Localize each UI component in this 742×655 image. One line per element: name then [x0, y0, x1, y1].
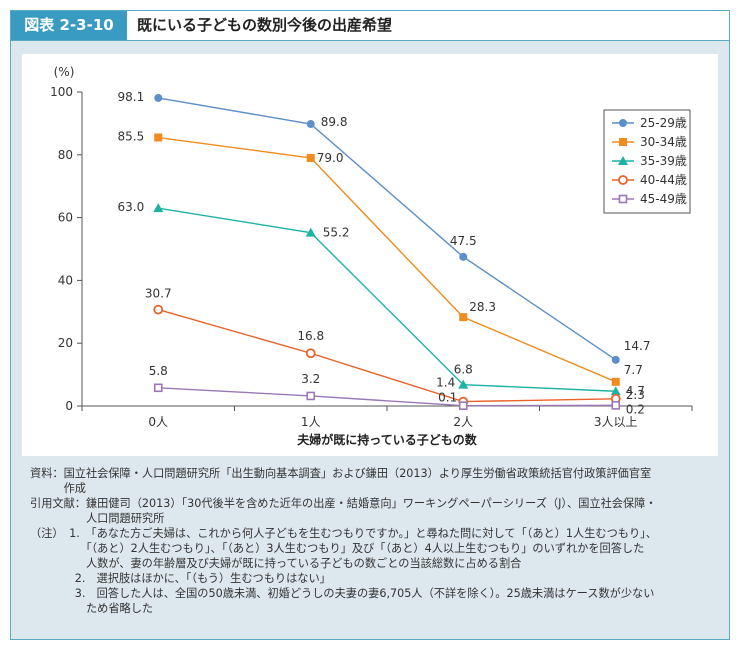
- data-label: 0.1: [438, 391, 457, 405]
- data-label: 16.8: [297, 329, 324, 343]
- data-label: 7.7: [624, 363, 643, 377]
- legend-label: 45-49歳: [640, 192, 687, 206]
- note-line: 人数が、妻の年齢層及び夫婦が既に持っている子どもの数ごとの当該総数に占める割合: [30, 557, 522, 570]
- x-tick-label: 0人: [148, 415, 168, 429]
- data-point: [611, 401, 621, 410]
- data-label: 55.2: [323, 226, 350, 240]
- note-line: ため省略した: [30, 602, 154, 615]
- x-tick-label: 1人: [301, 415, 321, 429]
- data-point: [306, 120, 315, 129]
- data-label: 63.0: [118, 200, 145, 214]
- note-line: 資料：国立社会保障・人口問題研究所「出生動向基本調査」および鎌田（2013）より…: [30, 467, 652, 480]
- figure-title-bar: 図表 2-3-10 既にいる子どもの数別今後の出産希望: [10, 10, 730, 41]
- note-line: 人口問題研究所: [30, 512, 165, 525]
- data-label: 2.3: [626, 388, 645, 402]
- data-label: 47.5: [450, 234, 477, 248]
- y-unit-label: (%): [54, 65, 75, 79]
- data-label: 98.1: [118, 90, 145, 104]
- legend-label: 30-34歳: [640, 135, 687, 149]
- y-tick-label: 60: [58, 211, 73, 225]
- data-point: [306, 391, 316, 401]
- data-label: 1.4: [436, 376, 455, 390]
- series-line: [158, 207, 616, 392]
- data-point: [306, 153, 315, 162]
- data-point: [153, 383, 163, 393]
- data-label: 30.7: [145, 287, 172, 301]
- note-line: 3. 回答した人は、全国の50歳未満、初婚どうしの夫妻の妻6,705人（不詳を除…: [30, 587, 655, 600]
- note-line: 2. 選択肢はほかに、「（もう）生むつもりはない」: [30, 572, 331, 585]
- data-label: 0.2: [626, 402, 645, 416]
- data-point: [154, 93, 163, 102]
- chart-panel: (%) 0 20 40 60 80 100 0人 1人 2人 3人以上夫婦が既に持っている子どもの数…: [22, 54, 718, 456]
- data-label: 6.8: [454, 363, 473, 377]
- data-point: [459, 252, 468, 261]
- note-line: （注） 1. 「あなた方ご夫婦は、これから何人子どもを生むつもりですか。」と尋ね…: [30, 527, 657, 540]
- legend-marker: [619, 119, 627, 127]
- legend-marker: [619, 138, 627, 146]
- legend-label: 25-29歳: [640, 116, 687, 130]
- series-line: [158, 136, 617, 383]
- series-line: [158, 97, 617, 361]
- y-tick-label: 20: [58, 336, 73, 350]
- x-tick-label: 2人: [453, 415, 473, 429]
- data-point: [153, 304, 164, 315]
- note-line: 「（あと）2人生むつもり」、「（あと）3人生むつもり」及び「（あと）4人以上生む…: [30, 542, 645, 555]
- legend-marker: [618, 194, 628, 204]
- data-point: [610, 386, 621, 396]
- data-point: [458, 379, 469, 389]
- figure-label: 図表 2-3-10: [11, 11, 127, 40]
- legend-marker: [618, 156, 628, 165]
- y-tick-label: 40: [58, 273, 73, 287]
- figure-title: 既にいる子どもの数別今後の出産希望: [137, 16, 393, 34]
- data-point: [459, 313, 468, 322]
- data-label: 85.5: [118, 130, 145, 144]
- data-point: [305, 227, 316, 237]
- series-line: [158, 387, 616, 407]
- data-label: 28.3: [469, 300, 496, 314]
- data-point: [611, 377, 620, 386]
- data-point: [153, 203, 164, 213]
- data-label: 5.8: [149, 364, 168, 378]
- legend-marker: [618, 175, 628, 185]
- data-point: [154, 133, 163, 142]
- line-chart: (%) 0 20 40 60 80 100 0人 1人 2人 3人以上夫婦が既に持っている子どもの数…: [50, 65, 693, 447]
- data-label: 3.2: [301, 372, 320, 386]
- notes: 資料：国立社会保障・人口問題研究所「出生動向基本調査」および鎌田（2013）より…: [30, 466, 720, 616]
- data-point: [305, 348, 316, 359]
- note-line: 引用文献：鎌田健司（2013）「30代後半を含めた近年の出産・結婚意向」ワーキン…: [30, 497, 657, 510]
- x-tick-label: 3人以上: [594, 415, 638, 429]
- y-tick-label: 80: [58, 148, 73, 162]
- data-label: 14.7: [624, 339, 651, 353]
- series-line: [158, 308, 616, 403]
- legend-label: 35-39歳: [640, 154, 687, 168]
- data-label: 89.8: [321, 115, 348, 129]
- data-point: [458, 401, 468, 410]
- y-tick-label: 0: [65, 399, 73, 413]
- legend-label: 40-44歳: [640, 173, 687, 187]
- note-line: 作成: [30, 482, 86, 495]
- data-label: 79.0: [317, 151, 344, 165]
- y-tick-label: 100: [50, 85, 73, 99]
- x-axis-label: 夫婦が既に持っている子どもの数: [296, 432, 477, 447]
- data-point: [611, 355, 620, 364]
- data-label: 4.7: [626, 384, 645, 398]
